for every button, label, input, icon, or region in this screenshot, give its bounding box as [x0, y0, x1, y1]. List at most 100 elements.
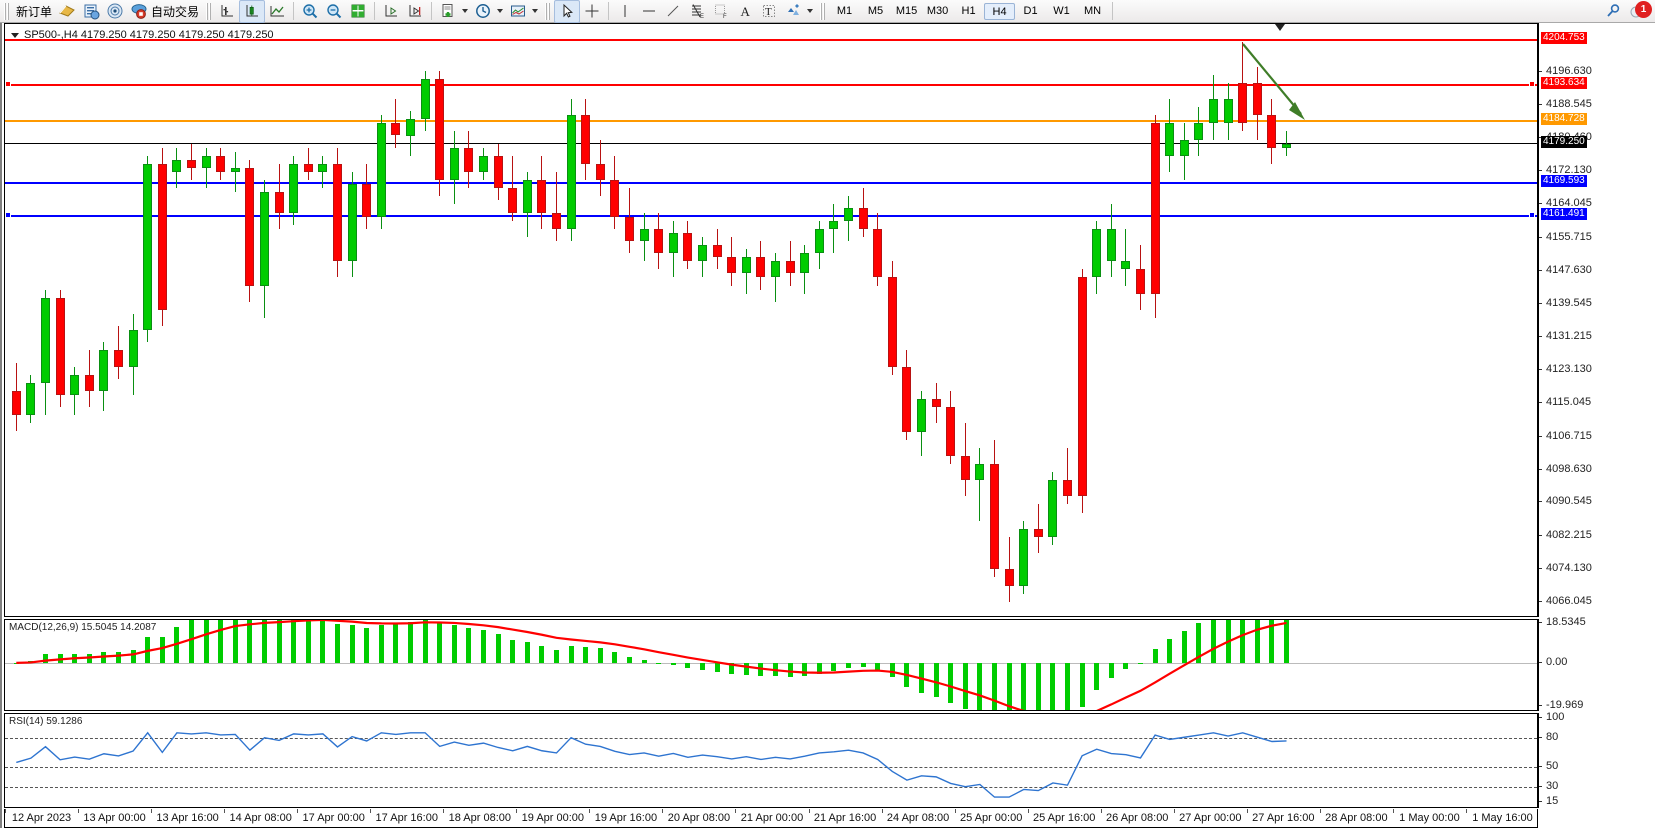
candle-body[interactable] — [99, 350, 109, 391]
candle-body[interactable] — [756, 257, 766, 278]
candle-body[interactable] — [858, 208, 868, 229]
timeframe-d1[interactable]: D1 — [1023, 4, 1038, 17]
candle-body[interactable] — [829, 220, 839, 229]
vertical-line-button[interactable] — [613, 1, 637, 22]
toolbar-grip-3[interactable] — [545, 2, 551, 20]
candle-body[interactable] — [1004, 569, 1014, 586]
price-tag-resistance-lower[interactable]: 4193.634 — [1541, 77, 1587, 90]
candle-body[interactable] — [873, 228, 883, 278]
signals-icon-button[interactable] — [103, 1, 127, 22]
candle-body[interactable] — [1267, 115, 1277, 148]
candle-body[interactable] — [917, 399, 926, 432]
candle-body[interactable] — [1179, 139, 1189, 156]
candle-body[interactable] — [70, 374, 80, 395]
candle-body[interactable] — [814, 228, 824, 254]
candle-body[interactable] — [683, 232, 693, 262]
charts-icon-button[interactable] — [55, 1, 79, 22]
candle-body[interactable] — [172, 159, 182, 172]
candle-body[interactable] — [1063, 480, 1072, 497]
time-axis[interactable]: 12 Apr 2023 13 Apr 00:00 13 Apr 16:00 14 Ap… — [4, 809, 1538, 828]
candle-body[interactable] — [84, 374, 94, 391]
candle-body[interactable] — [1165, 123, 1175, 156]
candle-body[interactable] — [537, 180, 547, 213]
candle-body[interactable] — [464, 147, 474, 172]
candle-body[interactable] — [844, 208, 853, 221]
toolbar-grip[interactable] — [4, 2, 9, 20]
candle-body[interactable] — [303, 163, 313, 172]
candle-body[interactable] — [376, 123, 386, 217]
autotrading-button[interactable]: 自动交易 — [127, 1, 202, 22]
rsi-pane[interactable]: RSI(14) 59.1286 — [4, 713, 1538, 808]
price-tag-last-price[interactable]: 4179.250 — [1541, 135, 1587, 148]
level-line-resistance-upper[interactable] — [5, 39, 1537, 42]
auto-scroll-button[interactable] — [403, 1, 427, 22]
price-tag-resistance-upper[interactable]: 4204.753 — [1541, 32, 1587, 45]
candle-body[interactable] — [566, 115, 576, 229]
zoom-out-button[interactable] — [322, 1, 346, 22]
shapes-button[interactable] — [781, 1, 816, 22]
candle-body[interactable] — [625, 216, 634, 241]
indicators-button[interactable] — [506, 1, 541, 22]
price-tag-pivot[interactable]: 4184.728 — [1541, 113, 1587, 126]
news-icon-button[interactable] — [79, 1, 103, 22]
timeframe-m1[interactable]: M1 — [836, 4, 853, 17]
template-button[interactable] — [436, 1, 471, 22]
candle-body[interactable] — [260, 192, 269, 286]
chart-shift-button[interactable] — [379, 1, 403, 22]
toolbar-grip-4[interactable] — [820, 2, 826, 20]
level-anchor-resistance-lower[interactable] — [5, 81, 11, 88]
candle-body[interactable] — [902, 366, 912, 432]
level-anchor-resistance-lower[interactable] — [1529, 81, 1535, 88]
trendline-button[interactable] — [661, 1, 685, 22]
candle-body[interactable] — [1033, 528, 1043, 537]
crosshair-button[interactable] — [580, 1, 604, 22]
search-button[interactable] — [1601, 1, 1625, 22]
candle-body[interactable] — [245, 167, 255, 286]
candle-body[interactable] — [493, 155, 503, 189]
candle-body[interactable] — [347, 184, 357, 262]
candle-body[interactable] — [1077, 277, 1087, 497]
level-line-pivot[interactable] — [5, 120, 1537, 123]
toolbar-grip-2[interactable] — [206, 2, 212, 20]
candle-body[interactable] — [289, 163, 299, 213]
candle-body[interactable] — [712, 244, 722, 258]
timeframe-m30[interactable]: M30 — [926, 4, 949, 17]
alerts-button[interactable]: 1 — [1625, 0, 1652, 22]
candle-body[interactable] — [128, 330, 138, 367]
price-chart-pane[interactable]: SP500-,H4 4179.250 4179.250 4179.250 417… — [4, 23, 1538, 617]
timeframe-m5[interactable]: M5 — [867, 4, 884, 17]
template-dropdown-caret[interactable] — [462, 9, 469, 13]
period-dropdown-caret[interactable] — [497, 9, 504, 13]
candle-body[interactable] — [1150, 123, 1160, 294]
period-button[interactable] — [471, 1, 506, 22]
candle-body[interactable] — [1048, 480, 1058, 537]
candle-body[interactable] — [420, 78, 430, 120]
price-tag-support-lower[interactable]: 4161.491 — [1541, 207, 1587, 220]
shapes-dropdown-caret[interactable] — [807, 9, 814, 13]
level-line-support-upper[interactable] — [5, 181, 1537, 184]
fibonacci-button[interactable]: E — [685, 1, 709, 22]
macd-pane[interactable]: MACD(12,26,9) 15.5045 14.2087 — [4, 619, 1538, 711]
cursor-button[interactable] — [554, 0, 581, 23]
candle-body[interactable] — [668, 232, 678, 254]
channel-button[interactable]: F — [709, 1, 733, 22]
candle-body[interactable] — [887, 277, 897, 367]
candle-body[interactable] — [114, 350, 123, 367]
candle-body[interactable] — [55, 297, 65, 395]
candle-body[interactable] — [230, 167, 240, 172]
candle-body[interactable] — [11, 390, 21, 416]
candle-body[interactable] — [1252, 82, 1262, 116]
candle-body[interactable] — [274, 192, 284, 213]
candle-body[interactable] — [333, 163, 342, 262]
timeframe-mn[interactable]: MN — [1083, 4, 1102, 17]
candle-body[interactable] — [975, 463, 985, 481]
indicators-dropdown-caret[interactable] — [532, 9, 539, 13]
candle-body[interactable] — [727, 257, 737, 274]
candle-body[interactable] — [960, 455, 970, 481]
candle-body[interactable] — [26, 382, 36, 416]
level-anchor-support-lower[interactable] — [5, 211, 11, 218]
macd-plot-area[interactable] — [5, 620, 1537, 710]
candle-body[interactable] — [1223, 99, 1233, 124]
candle-body[interactable] — [406, 119, 415, 136]
candle-body[interactable] — [595, 163, 605, 181]
